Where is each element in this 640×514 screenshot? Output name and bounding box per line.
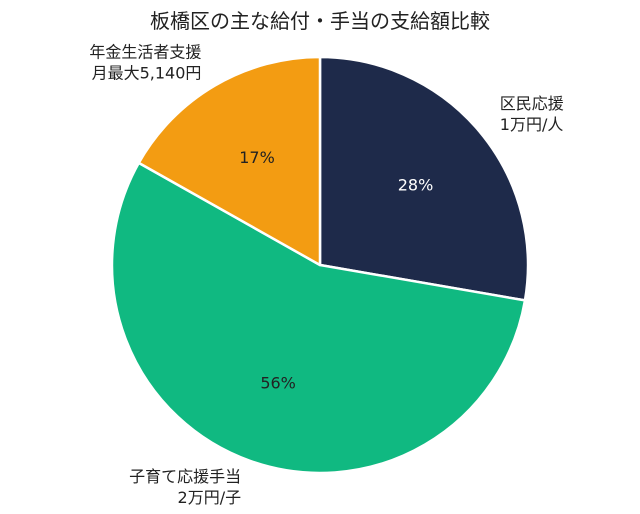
slice-percent-label: 28%	[398, 176, 434, 195]
slice-percent-label: 17%	[239, 148, 275, 167]
slice-percent-label: 56%	[260, 374, 296, 393]
pie-slice	[137, 55, 322, 267]
slice-category-label: 1万円/人	[500, 115, 564, 134]
slice-category-label: 月最大5,140円	[92, 64, 202, 83]
slice-category-label: 区民応援	[500, 94, 564, 113]
chart-title: 板橋区の主な給付・手当の支給額比較	[150, 9, 490, 33]
slice-category-label: 年金生活者支援	[89, 43, 201, 62]
pie-slice	[110, 161, 527, 475]
pie-slice	[318, 55, 530, 302]
slice-category-label: 子育て応援手当	[129, 467, 241, 486]
slice-category-label: 2万円/子	[178, 488, 242, 507]
